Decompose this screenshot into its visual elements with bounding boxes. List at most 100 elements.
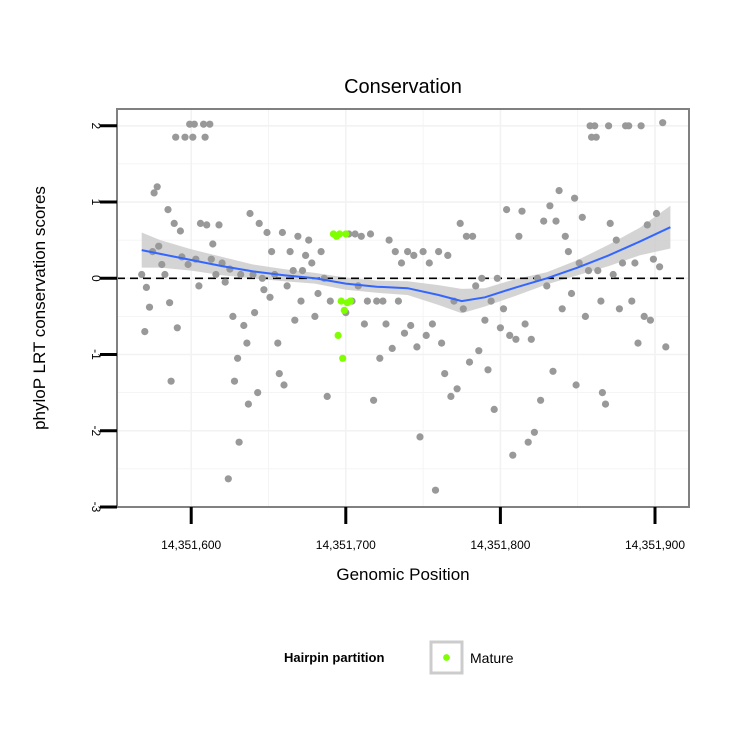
data-point	[499, 305, 508, 313]
mature-point	[337, 297, 345, 305]
data-point	[546, 202, 554, 210]
data-point	[662, 343, 670, 351]
data-point	[244, 400, 252, 408]
data-point	[609, 270, 617, 279]
data-point	[640, 312, 648, 320]
data-point	[416, 433, 424, 441]
data-point	[606, 219, 614, 227]
y-axis-title: phyloP LRT conservation scores	[30, 186, 49, 430]
data-point	[435, 248, 443, 256]
data-point	[141, 328, 149, 336]
data-point	[200, 120, 208, 128]
data-point	[481, 316, 489, 324]
data-point	[166, 299, 174, 307]
data-point	[564, 248, 573, 256]
data-point	[572, 381, 580, 389]
data-point	[643, 221, 651, 229]
data-point	[506, 331, 514, 339]
data-point	[260, 286, 268, 294]
data-point	[190, 120, 198, 128]
data-point	[379, 297, 387, 305]
data-point	[229, 312, 237, 320]
data-point	[145, 303, 154, 311]
data-point	[207, 255, 215, 263]
data-point	[625, 122, 633, 130]
data-point	[283, 282, 291, 290]
data-point	[571, 194, 579, 202]
data-point	[294, 232, 302, 240]
data-point	[527, 335, 535, 343]
legend: Hairpin partition Mature	[284, 640, 514, 675]
data-point	[425, 259, 433, 267]
data-point	[543, 282, 551, 290]
data-point	[243, 339, 251, 347]
x-axis-title: Genomic Position	[336, 565, 469, 584]
data-point	[447, 392, 455, 400]
data-point	[382, 320, 390, 328]
data-point	[394, 297, 402, 305]
data-point	[552, 217, 560, 225]
data-point	[515, 232, 523, 240]
data-point	[431, 486, 440, 494]
data-point	[456, 219, 464, 227]
y-tick-label: -3	[89, 502, 103, 513]
data-point	[164, 206, 172, 214]
data-point	[161, 270, 169, 279]
mature-point	[334, 331, 342, 339]
legend-title: Hairpin partition	[284, 650, 384, 665]
data-point	[258, 274, 266, 282]
data-point	[444, 251, 452, 259]
data-point	[521, 320, 529, 328]
data-point	[462, 232, 470, 240]
data-point	[373, 297, 381, 305]
data-point	[631, 259, 639, 267]
data-point	[400, 329, 409, 337]
legend-key-box	[429, 640, 464, 675]
data-point	[465, 358, 474, 366]
data-point	[170, 219, 178, 227]
data-point	[524, 438, 532, 446]
legend-label-mature: Mature	[470, 650, 514, 666]
mature-point	[340, 306, 348, 314]
data-point	[376, 354, 384, 362]
data-point	[308, 259, 316, 267]
data-point	[254, 389, 262, 397]
data-point	[407, 321, 415, 330]
data-point	[419, 248, 427, 256]
data-point	[637, 122, 645, 130]
mature-point	[342, 230, 350, 238]
data-point	[251, 309, 259, 317]
data-point	[605, 122, 613, 130]
data-point	[567, 289, 576, 298]
data-point	[518, 207, 526, 215]
data-point	[286, 248, 294, 256]
data-point	[360, 320, 368, 328]
data-point	[363, 297, 371, 305]
data-point	[366, 230, 375, 238]
data-point	[176, 227, 184, 235]
data-point	[155, 242, 163, 250]
data-point	[428, 320, 436, 328]
data-point	[311, 312, 319, 320]
data-point	[496, 324, 504, 332]
data-point	[391, 248, 399, 256]
plot-panel-border	[116, 108, 690, 508]
data-point	[298, 267, 307, 275]
x-tick-label: 14,351,600	[161, 538, 221, 552]
data-point	[289, 267, 297, 275]
data-point	[351, 230, 359, 238]
smooth-curve	[141, 226, 671, 303]
data-point	[302, 251, 310, 259]
data-point	[575, 259, 583, 267]
data-point	[578, 213, 586, 221]
data-point	[597, 297, 605, 305]
confidence-band	[141, 205, 671, 314]
data-point	[397, 259, 406, 267]
data-point	[601, 400, 610, 408]
data-point	[584, 267, 593, 275]
data-point	[659, 119, 667, 127]
x-tick-label: 14,351,700	[316, 538, 376, 552]
data-point	[189, 133, 197, 141]
data-point	[581, 312, 590, 320]
data-point	[240, 321, 248, 330]
